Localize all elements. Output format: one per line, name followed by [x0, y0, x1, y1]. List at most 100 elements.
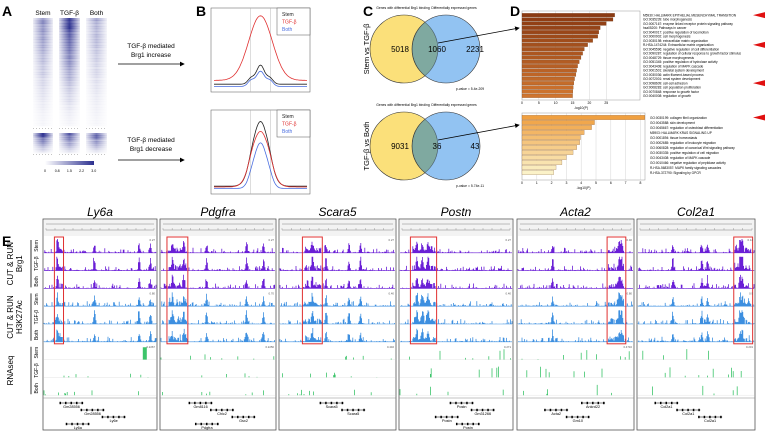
- signal-track: [518, 329, 632, 342]
- heatmap-row: [86, 42, 107, 46]
- heatmap-row: [86, 55, 107, 59]
- bar: [521, 155, 567, 160]
- venn-diagram: [369, 14, 520, 84]
- signal-track: [279, 328, 395, 342]
- track-scale: 0.440: [387, 345, 394, 349]
- heatmap-row: [59, 117, 80, 121]
- legend: [276, 7, 311, 36]
- enrichment-bar-chart-0: [521, 10, 765, 101]
- exon: [709, 415, 711, 419]
- exon: [59, 401, 61, 405]
- signal-track: [279, 276, 394, 289]
- panel-letter-c: C: [363, 3, 373, 19]
- heatmap-row: [59, 58, 80, 62]
- heatmap-row: [59, 72, 80, 75]
- category-label: GO:0098609: cell-cell adhesion: [643, 81, 688, 85]
- signal-track: [637, 292, 755, 307]
- heatmap-row: [86, 101, 107, 105]
- exon: [714, 415, 717, 419]
- bar: [521, 89, 573, 94]
- gene-annotation-label: Chic2: [217, 412, 227, 416]
- bar: [521, 25, 601, 30]
- heatmap-row: [59, 61, 80, 65]
- profile-line-Both: [214, 70, 307, 87]
- exon: [65, 401, 67, 405]
- exon: [221, 408, 223, 412]
- heatmap-row: [59, 88, 80, 92]
- exon: [466, 422, 469, 426]
- heatmap-row: [86, 61, 107, 65]
- heatmap-row: [33, 39, 53, 43]
- genome-browser-panel[interactable]: [636, 218, 756, 431]
- signal-track: [399, 386, 504, 396]
- exon: [91, 408, 94, 412]
- genome-browser-panel[interactable]: [516, 218, 635, 431]
- exon: [215, 408, 218, 412]
- heatmap-row: [33, 66, 53, 70]
- heatmap-row: [86, 143, 107, 146]
- category-label: GO:0043408: regulation of MAPK cascade: [643, 64, 703, 68]
- bar: [521, 34, 598, 39]
- heatmap-row: [86, 104, 107, 108]
- genome-browser-panel[interactable]: [398, 218, 514, 431]
- exon: [687, 408, 689, 412]
- track-scale: 0.201: [746, 345, 753, 349]
- category-label: GO:0030199: collagen fibril organization: [650, 116, 707, 120]
- exon: [341, 401, 344, 405]
- signal-track: [517, 310, 633, 324]
- gene-annotation-label: Gm31266: [474, 412, 491, 416]
- heatmap-row: [33, 18, 53, 21]
- gene-annotation-label: Gsx2: [239, 419, 248, 423]
- heatmap-row: [33, 77, 53, 81]
- heatmap-row: [59, 74, 80, 78]
- signal-track: [43, 275, 157, 289]
- heatmap-row: [59, 104, 80, 108]
- exon: [325, 401, 327, 405]
- heatmap-row: [86, 69, 107, 73]
- exon: [253, 415, 256, 419]
- bar: [521, 13, 615, 18]
- signal-track: [288, 389, 372, 396]
- panel-letter-d: D: [510, 3, 520, 19]
- heatmap-column-label: Stem: [35, 10, 50, 17]
- heatmap-row: [86, 133, 107, 136]
- gene-annotation-label: Gm28556: [63, 405, 80, 409]
- bar: [521, 85, 574, 90]
- genome-browser-panel[interactable]: [278, 218, 397, 431]
- exon: [586, 401, 589, 405]
- bar: [521, 51, 583, 56]
- gene-annotation-label: Gm10: [573, 419, 583, 423]
- signal-track: [279, 241, 394, 253]
- x-tick-label: 2: [551, 181, 553, 185]
- heatmap-row: [33, 93, 53, 97]
- heatmap-row: [86, 34, 107, 38]
- exon: [76, 401, 78, 405]
- x-tick-label: 6: [610, 181, 612, 185]
- heatmap-row: [33, 50, 53, 54]
- signal-track: [43, 390, 139, 396]
- track-scale: 0.27: [269, 238, 275, 242]
- bar: [521, 59, 580, 64]
- signal-track: [142, 347, 147, 360]
- exon: [581, 401, 583, 405]
- heatmap-row: [33, 72, 53, 75]
- exon: [248, 415, 250, 419]
- x-tick-label: 4: [580, 181, 582, 185]
- genome-browser-panel[interactable]: [42, 218, 158, 431]
- profile-line-Stem: [214, 64, 307, 85]
- signal-track: [521, 350, 630, 360]
- heatmap-row: [59, 147, 80, 150]
- category-label: GO:0007167: enzyme linked receptor prote…: [643, 22, 733, 26]
- category-label: M5930: HALLMARK EPITHELIAL MESENCHYMAL T…: [643, 13, 737, 17]
- signal-track: [519, 276, 632, 289]
- heatmap-row: [33, 123, 53, 127]
- x-axis-label: -log10(P): [574, 106, 588, 110]
- genome-browser-panel[interactable]: [159, 218, 277, 431]
- exon: [357, 408, 360, 412]
- venn-left-count: 9031: [391, 142, 409, 151]
- track-scale: 0.27: [150, 238, 156, 242]
- heatmap-row: [59, 69, 80, 73]
- enrichment-bar-chart-1: [521, 112, 765, 181]
- exon: [455, 401, 457, 405]
- x-tick-label: 8: [639, 181, 641, 185]
